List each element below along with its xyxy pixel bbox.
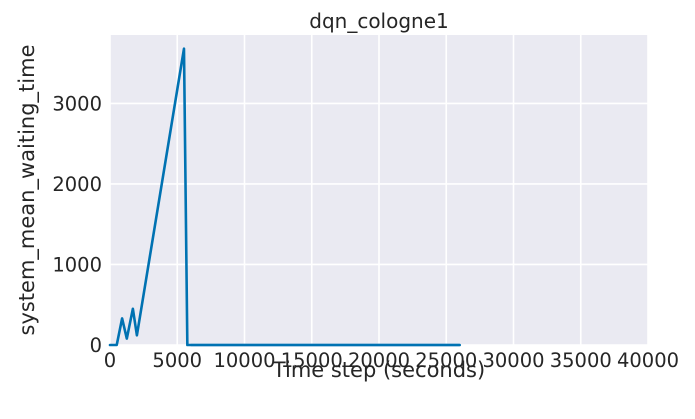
y-tick-label: 0 bbox=[90, 334, 102, 357]
x-ticks: 0 5000 10000 15000 20000 25000 30000 35000 40000 bbox=[104, 349, 679, 372]
series-line bbox=[108, 47, 462, 347]
x-tick-label: 20000 bbox=[348, 349, 410, 372]
y-tick-label: 2000 bbox=[52, 173, 102, 196]
x-tick-label: 5000 bbox=[152, 349, 202, 372]
x-axis-label: Time step (seconds) bbox=[272, 358, 485, 382]
x-tick-label: 15000 bbox=[281, 349, 343, 372]
x-tick-label: 35000 bbox=[550, 349, 612, 372]
y-ticks: 0 1000 2000 3000 bbox=[52, 92, 102, 357]
series-group bbox=[108, 47, 462, 347]
chart-title: dqn_cologne1 bbox=[309, 9, 449, 33]
y-tick-label: 1000 bbox=[52, 253, 102, 276]
x-tick-label: 40000 bbox=[617, 349, 679, 372]
x-tick-label: 10000 bbox=[213, 349, 275, 372]
x-tick-label: 30000 bbox=[482, 349, 544, 372]
y-axis-label: system_mean_waiting_time bbox=[15, 44, 40, 335]
x-tick-label: 0 bbox=[104, 349, 116, 372]
x-tick-label: 25000 bbox=[415, 349, 477, 372]
y-tick-label: 3000 bbox=[52, 92, 102, 115]
